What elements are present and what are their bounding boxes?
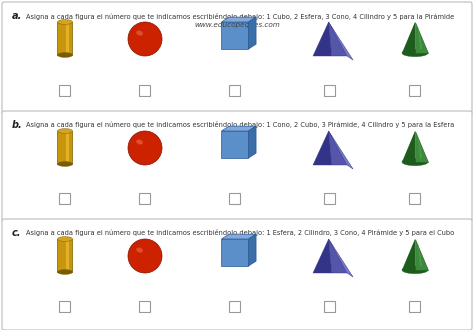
Polygon shape (221, 239, 248, 266)
Text: a.: a. (12, 11, 22, 21)
Bar (60, 85, 71, 96)
Ellipse shape (57, 19, 73, 24)
Polygon shape (66, 131, 70, 164)
Polygon shape (328, 131, 353, 169)
Text: www.educopeques.com: www.educopeques.com (194, 22, 280, 28)
Polygon shape (328, 131, 347, 165)
Polygon shape (313, 22, 332, 56)
Bar (325, 85, 336, 96)
Text: Asigna a cada figura el número que te indicamos escribiéndolo debajo: 1 Cono, 2 : Asigna a cada figura el número que te in… (26, 121, 454, 128)
Polygon shape (66, 239, 70, 272)
Polygon shape (221, 131, 248, 158)
Text: c.: c. (12, 228, 21, 238)
Circle shape (128, 131, 162, 165)
Ellipse shape (57, 52, 73, 57)
Polygon shape (415, 239, 428, 270)
Polygon shape (313, 131, 332, 165)
Polygon shape (248, 234, 256, 266)
Polygon shape (248, 17, 256, 49)
Bar (229, 193, 240, 204)
Polygon shape (221, 234, 256, 239)
Polygon shape (57, 131, 73, 164)
Ellipse shape (136, 248, 143, 252)
FancyBboxPatch shape (2, 219, 472, 330)
Polygon shape (328, 22, 347, 56)
Ellipse shape (57, 237, 73, 242)
Bar (410, 301, 420, 312)
Bar (229, 301, 240, 312)
Bar (325, 301, 336, 312)
Ellipse shape (57, 129, 73, 133)
Ellipse shape (402, 158, 428, 166)
Bar (60, 301, 71, 312)
Ellipse shape (57, 270, 73, 275)
Polygon shape (402, 22, 415, 53)
Polygon shape (248, 126, 256, 158)
Polygon shape (57, 22, 73, 55)
Polygon shape (221, 126, 256, 131)
Text: b.: b. (12, 120, 23, 130)
Polygon shape (402, 131, 415, 162)
FancyBboxPatch shape (2, 2, 472, 114)
Polygon shape (328, 22, 353, 60)
Polygon shape (418, 241, 422, 267)
Bar (229, 85, 240, 96)
Ellipse shape (402, 50, 428, 57)
Circle shape (128, 239, 162, 273)
Polygon shape (418, 23, 422, 50)
Polygon shape (221, 17, 256, 22)
Ellipse shape (136, 31, 143, 36)
Polygon shape (415, 131, 428, 162)
Polygon shape (57, 239, 73, 272)
Text: Asigna a cada figura el número que te indicamos escribiéndolo debajo: 1 Esfera, : Asigna a cada figura el número que te in… (26, 229, 454, 237)
Bar (410, 193, 420, 204)
Bar (60, 193, 71, 204)
Polygon shape (221, 22, 248, 49)
Polygon shape (328, 239, 353, 277)
Bar (139, 85, 151, 96)
Circle shape (128, 22, 162, 56)
Bar (325, 193, 336, 204)
Ellipse shape (136, 140, 143, 145)
Ellipse shape (57, 162, 73, 166)
Polygon shape (66, 22, 70, 55)
Polygon shape (415, 22, 428, 53)
Polygon shape (402, 239, 415, 270)
Polygon shape (418, 133, 422, 159)
Bar (139, 193, 151, 204)
FancyBboxPatch shape (2, 111, 472, 222)
Polygon shape (313, 239, 332, 273)
Bar (410, 85, 420, 96)
Bar (139, 301, 151, 312)
Ellipse shape (402, 266, 428, 274)
Polygon shape (328, 239, 347, 273)
Text: Asigna a cada figura el número que te indicamos escribiéndolo debajo: 1 Cubo, 2 : Asigna a cada figura el número que te in… (26, 13, 454, 19)
